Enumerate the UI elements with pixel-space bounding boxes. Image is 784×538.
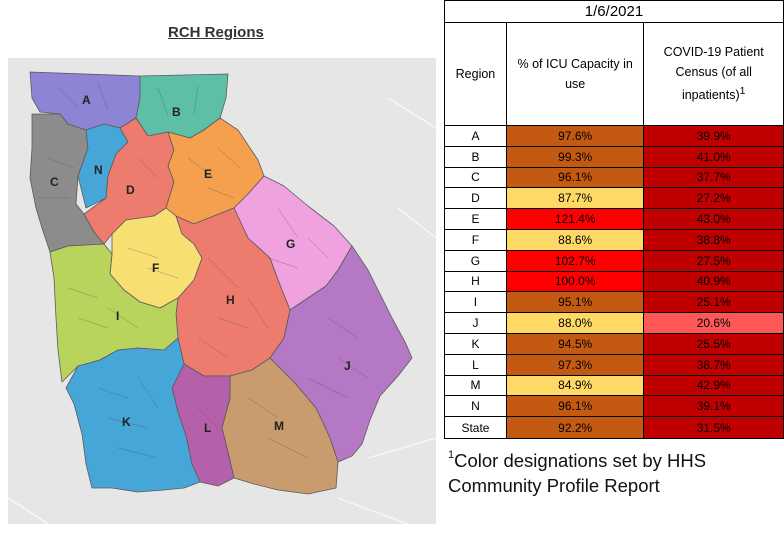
region-label-A: A xyxy=(82,93,91,107)
row-region: M xyxy=(444,374,507,397)
row-census-value: 42.9% xyxy=(643,374,784,397)
table-row: K 94.5% 25.5% xyxy=(444,332,784,355)
region-label-E: E xyxy=(204,167,212,181)
region-label-J: J xyxy=(344,359,351,373)
region-label-F: F xyxy=(152,261,159,275)
region-label-L: L xyxy=(204,421,211,435)
row-census-value: 41.0% xyxy=(643,145,784,168)
row-census-value: 38.8% xyxy=(643,228,784,251)
row-icu-value: 94.5% xyxy=(505,332,645,355)
region-label-M: M xyxy=(274,419,284,433)
table-date: 1/6/2021 xyxy=(444,0,784,23)
row-census-value: 37.7% xyxy=(643,166,784,189)
row-icu-value: 87.7% xyxy=(505,187,645,210)
row-icu-value: 84.9% xyxy=(505,374,645,397)
header-icu-capacity: % of ICU Capacity in use xyxy=(505,22,645,126)
row-census-value: 27.2% xyxy=(643,187,784,210)
region-label-G: G xyxy=(286,237,295,251)
row-region: H xyxy=(444,270,507,293)
row-region: C xyxy=(444,166,507,189)
row-region: B xyxy=(444,145,507,168)
region-label-D: D xyxy=(126,183,135,197)
state-label: State xyxy=(444,416,507,440)
region-J xyxy=(269,245,413,463)
table-body: A 97.6% 39.9% B 99.3% 41.0% C 96.1% 37.7% D 87.7% 2… xyxy=(444,125,784,418)
table-row: I 95.1% 25.1% xyxy=(444,291,784,314)
state-icu-value: 92.2% xyxy=(505,416,645,440)
region-K xyxy=(65,337,201,493)
map-title: RCH Regions xyxy=(168,24,264,41)
table-row: L 97.3% 38.7% xyxy=(444,353,784,376)
table-row: C 96.1% 37.7% xyxy=(444,166,784,189)
row-census-value: 20.6% xyxy=(643,312,784,334)
header-row: Region % of ICU Capacity in use COVID-19… xyxy=(444,22,784,126)
row-icu-value: 96.1% xyxy=(505,395,645,418)
row-census-value: 43.0% xyxy=(643,208,784,230)
table-row: E 121.4% 43.0% xyxy=(444,208,784,230)
georgia-region-map-svg: A B C N D E G F H I J K L M xyxy=(8,71,436,524)
row-region: D xyxy=(444,187,507,210)
table-row: M 84.9% 42.9% xyxy=(444,374,784,397)
row-region: J xyxy=(444,312,507,334)
footnote-sup: 1 xyxy=(448,449,455,461)
state-row: State 92.2% 31.5% xyxy=(444,416,784,440)
row-region: F xyxy=(444,228,507,251)
row-icu-value: 97.3% xyxy=(505,353,645,376)
row-region: E xyxy=(444,208,507,230)
row-census-value: 40.9% xyxy=(643,270,784,293)
header-patient-census: COVID-19 Patient Census (of all inpatien… xyxy=(643,22,784,126)
region-label-I: I xyxy=(116,309,119,323)
header-census-text: COVID-19 Patient Census (of all inpatien… xyxy=(663,45,764,103)
region-label-N: N xyxy=(94,163,103,177)
row-icu-value: 88.0% xyxy=(505,312,645,334)
table-row: F 88.6% 38.8% xyxy=(444,228,784,251)
table-row: A 97.6% 39.9% xyxy=(444,125,784,147)
row-icu-value: 97.6% xyxy=(505,125,645,147)
row-icu-value: 95.1% xyxy=(505,291,645,314)
table-row: G 102.7% 27.5% xyxy=(444,249,784,272)
icu-capacity-table: 1/6/2021 Region % of ICU Capacity in use… xyxy=(444,0,784,440)
header-census-sup: 1 xyxy=(739,86,746,98)
region-label-C: C xyxy=(50,175,59,189)
row-icu-value: 88.6% xyxy=(505,228,645,251)
table-row: B 99.3% 41.0% xyxy=(444,145,784,168)
region-label-H: H xyxy=(226,293,235,307)
row-icu-value: 121.4% xyxy=(505,208,645,230)
row-icu-value: 102.7% xyxy=(505,249,645,272)
region-label-K: K xyxy=(122,415,131,429)
date-row: 1/6/2021 xyxy=(444,0,784,23)
table-row: D 87.7% 27.2% xyxy=(444,187,784,210)
region-label-B: B xyxy=(172,105,181,119)
row-region: G xyxy=(444,249,507,272)
table-row: N 96.1% 39.1% xyxy=(444,395,784,418)
row-region: L xyxy=(444,353,507,376)
row-census-value: 39.9% xyxy=(643,125,784,147)
footnote: 1Color designations set by HHS Community… xyxy=(448,448,748,498)
table-row: J 88.0% 20.6% xyxy=(444,312,784,334)
row-census-value: 39.1% xyxy=(643,395,784,418)
row-census-value: 38.7% xyxy=(643,353,784,376)
header-region: Region xyxy=(444,22,507,126)
row-region: A xyxy=(444,125,507,147)
row-icu-value: 100.0% xyxy=(505,270,645,293)
row-census-value: 25.1% xyxy=(643,291,784,314)
region-map: A B C N D E G F H I J K L M xyxy=(8,58,436,524)
row-region: N xyxy=(444,395,507,418)
row-region: K xyxy=(444,332,507,355)
footnote-text: Color designations set by HHS Community … xyxy=(448,450,707,496)
row-census-value: 25.5% xyxy=(643,332,784,355)
row-icu-value: 99.3% xyxy=(505,145,645,168)
row-region: I xyxy=(444,291,507,314)
row-census-value: 27.5% xyxy=(643,249,784,272)
row-icu-value: 96.1% xyxy=(505,166,645,189)
state-census-value: 31.5% xyxy=(643,416,784,440)
table-row: H 100.0% 40.9% xyxy=(444,270,784,293)
